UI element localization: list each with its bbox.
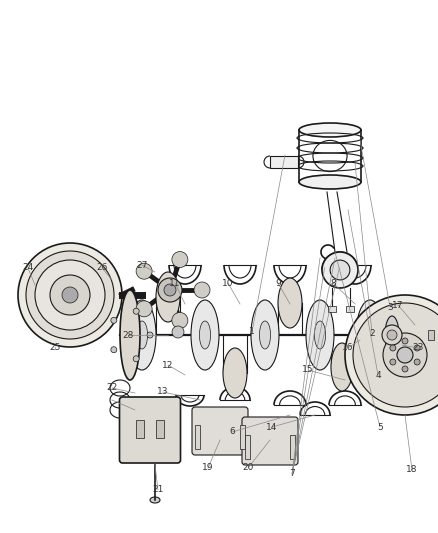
Circle shape: [353, 303, 438, 407]
Ellipse shape: [299, 175, 361, 189]
Circle shape: [147, 332, 153, 338]
Text: 7: 7: [289, 470, 295, 479]
Circle shape: [35, 260, 105, 330]
Circle shape: [414, 345, 420, 351]
Circle shape: [164, 284, 176, 296]
Circle shape: [345, 295, 438, 415]
Circle shape: [50, 275, 90, 315]
Text: 6: 6: [229, 427, 235, 437]
Text: 23: 23: [412, 343, 424, 352]
Bar: [195, 425, 200, 449]
Circle shape: [330, 260, 350, 280]
Text: 24: 24: [22, 263, 34, 272]
Ellipse shape: [251, 300, 279, 370]
Bar: [270, 156, 298, 168]
Circle shape: [158, 278, 182, 302]
Circle shape: [387, 330, 397, 340]
Text: 15: 15: [302, 366, 314, 375]
Ellipse shape: [128, 300, 156, 370]
Ellipse shape: [306, 300, 334, 370]
Text: 11: 11: [169, 279, 181, 287]
Text: 9: 9: [275, 279, 281, 287]
Text: 22: 22: [106, 384, 118, 392]
Circle shape: [322, 252, 358, 288]
Bar: [290, 435, 295, 459]
FancyBboxPatch shape: [192, 407, 248, 455]
Ellipse shape: [278, 278, 302, 328]
Circle shape: [26, 251, 114, 339]
Text: 21: 21: [152, 486, 164, 495]
Ellipse shape: [299, 123, 361, 137]
Bar: [240, 425, 245, 449]
Text: 8: 8: [330, 279, 336, 287]
Circle shape: [390, 345, 396, 351]
Bar: [245, 435, 250, 459]
Circle shape: [402, 338, 408, 344]
Ellipse shape: [331, 343, 353, 391]
Bar: [346, 306, 354, 312]
Text: 1: 1: [249, 327, 255, 336]
Ellipse shape: [223, 348, 247, 398]
Text: 3: 3: [387, 303, 393, 311]
Circle shape: [402, 366, 408, 372]
Circle shape: [136, 301, 152, 317]
Circle shape: [133, 308, 139, 314]
Bar: [136, 420, 144, 438]
Bar: [428, 330, 434, 340]
Bar: [156, 420, 164, 438]
Text: 16: 16: [342, 343, 354, 352]
Text: 5: 5: [377, 423, 383, 432]
Text: 19: 19: [202, 464, 214, 472]
Text: 17: 17: [392, 301, 404, 310]
Text: 2: 2: [369, 328, 375, 337]
Circle shape: [18, 243, 122, 347]
Circle shape: [382, 325, 402, 345]
Ellipse shape: [136, 321, 148, 349]
Ellipse shape: [314, 321, 325, 349]
Circle shape: [111, 346, 117, 353]
Ellipse shape: [364, 321, 376, 349]
Circle shape: [111, 317, 117, 324]
Circle shape: [133, 356, 139, 362]
Bar: [328, 306, 336, 312]
Ellipse shape: [259, 321, 271, 349]
Circle shape: [136, 263, 152, 279]
Text: 18: 18: [406, 465, 418, 474]
Text: 10: 10: [222, 279, 234, 287]
Circle shape: [62, 287, 78, 303]
Text: 28: 28: [122, 330, 134, 340]
Text: 27: 27: [136, 261, 148, 270]
Circle shape: [194, 282, 210, 298]
Text: 13: 13: [157, 387, 169, 397]
Ellipse shape: [385, 316, 399, 354]
Text: 26: 26: [96, 263, 108, 272]
Text: 14: 14: [266, 423, 278, 432]
Circle shape: [172, 252, 188, 268]
Circle shape: [414, 359, 420, 365]
FancyBboxPatch shape: [120, 397, 180, 463]
Ellipse shape: [150, 497, 160, 503]
Circle shape: [390, 359, 396, 365]
Ellipse shape: [199, 321, 211, 349]
Text: 25: 25: [49, 343, 61, 352]
Ellipse shape: [156, 272, 180, 322]
Circle shape: [172, 312, 188, 328]
FancyBboxPatch shape: [242, 417, 298, 465]
Text: 12: 12: [162, 360, 174, 369]
Text: 4: 4: [375, 370, 381, 379]
Ellipse shape: [120, 290, 140, 380]
Text: 20: 20: [242, 464, 254, 472]
Circle shape: [397, 347, 413, 363]
Circle shape: [172, 326, 184, 338]
Ellipse shape: [356, 300, 384, 370]
Circle shape: [383, 333, 427, 377]
Ellipse shape: [191, 300, 219, 370]
